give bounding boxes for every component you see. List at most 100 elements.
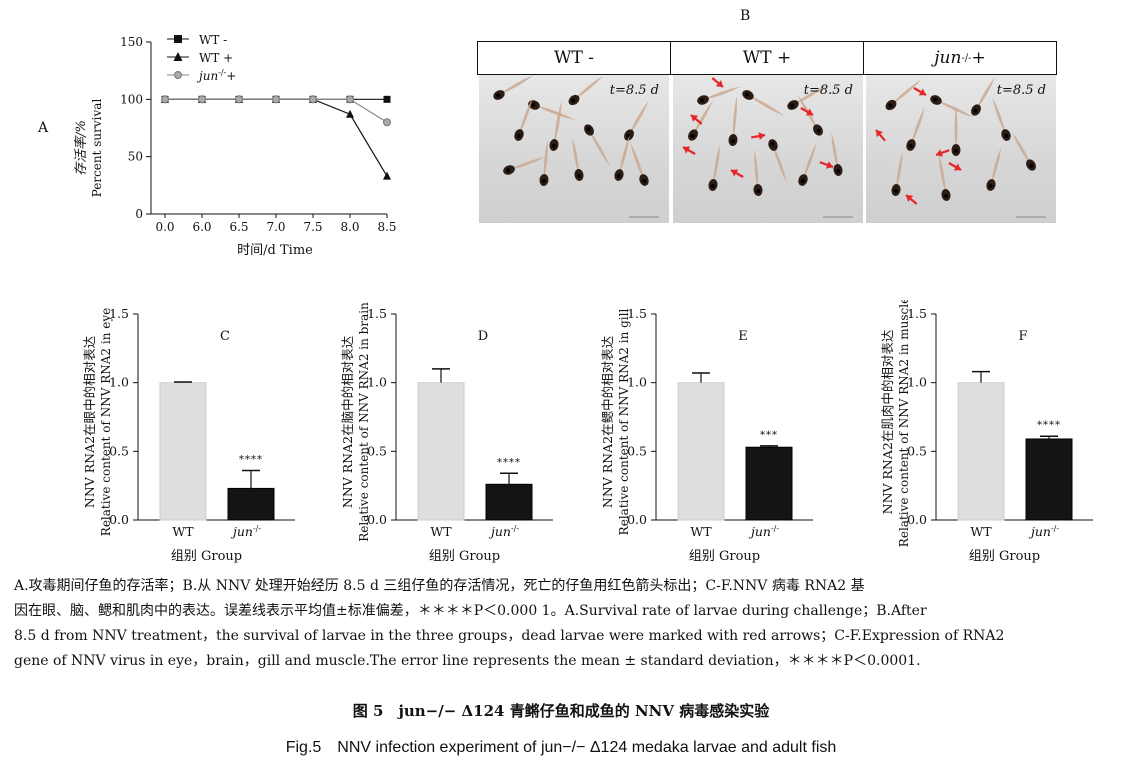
larva bbox=[930, 95, 975, 118]
larva bbox=[891, 150, 903, 196]
x-tick-label: 8.0 bbox=[340, 220, 359, 234]
larva bbox=[630, 142, 649, 186]
survival-line-chart: 0 50 100 150 0.0 6.0 6.5 7.0 7.5 8.0 8.5 存活率/% Per… bbox=[73, 33, 397, 258]
red-arrow bbox=[690, 114, 703, 125]
x-tick-label: 6.5 bbox=[229, 220, 248, 234]
red-arrow bbox=[819, 161, 834, 169]
category-jun: jun-/- bbox=[1028, 524, 1059, 539]
y-tick-label: 1.5 bbox=[109, 306, 129, 321]
caption-line-1: A.攻毒期间仔鱼的存活率；B.从 NNV 处理开始经历 8.5 d 三组仔鱼的存… bbox=[14, 578, 865, 594]
ylabel-en: Relative content of NNV RNA2 in brain bbox=[357, 302, 371, 542]
ylabel-cn: NNV RNA2在眼中的相对表达 bbox=[82, 335, 97, 508]
x-tick-label: 6.0 bbox=[192, 220, 211, 234]
larva bbox=[753, 150, 763, 196]
larva bbox=[768, 139, 787, 183]
caption-line-3: 8.5 d from NNV treatment，the survival of… bbox=[14, 628, 1005, 644]
ylabel-cn: NNV RNA2在鳃中的相对表达 bbox=[600, 335, 615, 508]
panel-b-label: B bbox=[740, 8, 751, 24]
larvae-photo-panel: WT - WT + jun -/- + t=8.5 d t=8.5 d t=8.5 … bbox=[477, 41, 1057, 223]
larvae-photo-jun-plus: t=8.5 d bbox=[866, 75, 1056, 223]
ylabel-cn: NNV RNA2在肌肉中的相对表达 bbox=[880, 329, 895, 514]
data-point bbox=[272, 95, 280, 104]
bar-chart-f: NNV RNA2在肌肉中的相对表达 Relative content of NNV… bbox=[880, 300, 1093, 564]
ylabel-en: Relative content of NNV RNA2 in muscle bbox=[897, 300, 911, 547]
red-arrow bbox=[751, 132, 766, 140]
xlabel: 时间/d Time bbox=[237, 243, 313, 258]
x-tick-label: 7.0 bbox=[266, 220, 285, 234]
figure-title-en: Fig.5 NNV infection experiment of jun−/−… bbox=[285, 739, 837, 756]
category-jun: jun-/- bbox=[748, 524, 779, 539]
significance-stars: **** bbox=[239, 455, 263, 466]
y-tick-label: 1.0 bbox=[907, 375, 927, 390]
category-jun: jun-/- bbox=[230, 524, 261, 539]
group-header-wt-plus: WT + bbox=[670, 41, 864, 75]
y-tick-label: 150 bbox=[120, 35, 143, 49]
larva bbox=[798, 95, 823, 136]
larva bbox=[1012, 132, 1036, 171]
series-line bbox=[165, 98, 388, 177]
larva bbox=[986, 146, 1002, 191]
data-point bbox=[161, 95, 169, 104]
xlabel: 组别 Group bbox=[969, 549, 1040, 564]
x-tick-label: 8.5 bbox=[377, 220, 396, 234]
legend-wt-plus: WT + bbox=[199, 51, 233, 65]
significance-stars: **** bbox=[1037, 420, 1061, 431]
y-tick-label: 0 bbox=[135, 207, 143, 221]
significance-stars: **** bbox=[497, 457, 521, 468]
caption-line-2: 因在眼、脑、鳃和肌肉中的表达。误差线表示平均值±标准偏差，＊＊＊＊P＜0.000… bbox=[14, 603, 927, 619]
time-label: t=8.5 d bbox=[996, 83, 1046, 98]
panel-label: E bbox=[738, 329, 748, 344]
category-wt: WT bbox=[970, 524, 992, 539]
larva bbox=[992, 97, 1011, 141]
category-wt: WT bbox=[430, 524, 452, 539]
y-tick-label: 0.0 bbox=[367, 512, 387, 527]
group-header-jun-plus: jun -/- + bbox=[863, 41, 1057, 75]
y-tick-label: 1.5 bbox=[367, 306, 387, 321]
y-tick-label: 100 bbox=[120, 92, 143, 106]
time-label: t=8.5 d bbox=[803, 83, 853, 98]
figure-title-cn: 图 5 jun−/− Δ124 青鳉仔鱼和成鱼的 NNV 病毒感染实验 bbox=[352, 702, 770, 720]
category-jun: jun-/- bbox=[488, 524, 519, 539]
red-arrow bbox=[913, 87, 927, 96]
red-arrow bbox=[935, 149, 950, 157]
y-tick-label: 1.0 bbox=[627, 375, 647, 390]
xlabel: 组别 Group bbox=[429, 549, 500, 564]
y-tick-label: 0.0 bbox=[109, 512, 129, 527]
larva bbox=[539, 140, 549, 186]
y-tick-label: 1.5 bbox=[627, 306, 647, 321]
xlabel: 组别 Group bbox=[689, 549, 760, 564]
group-header-wt-minus: WT - bbox=[477, 41, 671, 75]
bar-jun bbox=[227, 487, 275, 521]
data-point bbox=[346, 109, 354, 118]
legend-wt-minus: WT - bbox=[199, 33, 227, 47]
bar-wt bbox=[417, 382, 465, 521]
red-arrow bbox=[682, 146, 696, 155]
y-tick-label: 0.5 bbox=[907, 443, 927, 458]
ylabel-en: Relative content of NNV RNA2 in gill bbox=[617, 309, 631, 536]
larva bbox=[614, 134, 630, 181]
larva bbox=[708, 143, 721, 191]
y-tick-label: 0.5 bbox=[109, 443, 129, 458]
red-arrow bbox=[711, 77, 724, 88]
data-point bbox=[346, 95, 354, 104]
red-arrow bbox=[875, 129, 886, 142]
larva bbox=[885, 79, 922, 111]
larva bbox=[728, 96, 738, 146]
data-point bbox=[198, 95, 206, 104]
bar-wt bbox=[677, 382, 725, 521]
xlabel: 组别 Group bbox=[171, 549, 242, 564]
larva bbox=[514, 97, 533, 141]
panel-label: D bbox=[478, 329, 488, 344]
caption-line-4: gene of NNV virus in eye，brain，gill and … bbox=[14, 653, 921, 669]
ylabel-en: Percent survival bbox=[90, 99, 104, 198]
ylabel-cn: 存活率/% bbox=[73, 120, 89, 176]
larva bbox=[624, 100, 649, 141]
larvae-photo-wt-minus: t=8.5 d bbox=[479, 75, 669, 223]
category-wt: WT bbox=[172, 524, 194, 539]
bar-chart-d: NNV RNA2在脑中的相对表达 Relative content of NNV … bbox=[340, 302, 553, 564]
y-tick-label: 0.5 bbox=[627, 443, 647, 458]
red-arrow bbox=[905, 194, 918, 205]
legend: WT - WT + jun-/-+ bbox=[167, 33, 236, 83]
time-label: t=8.5 d bbox=[609, 83, 659, 98]
larva bbox=[572, 137, 584, 181]
